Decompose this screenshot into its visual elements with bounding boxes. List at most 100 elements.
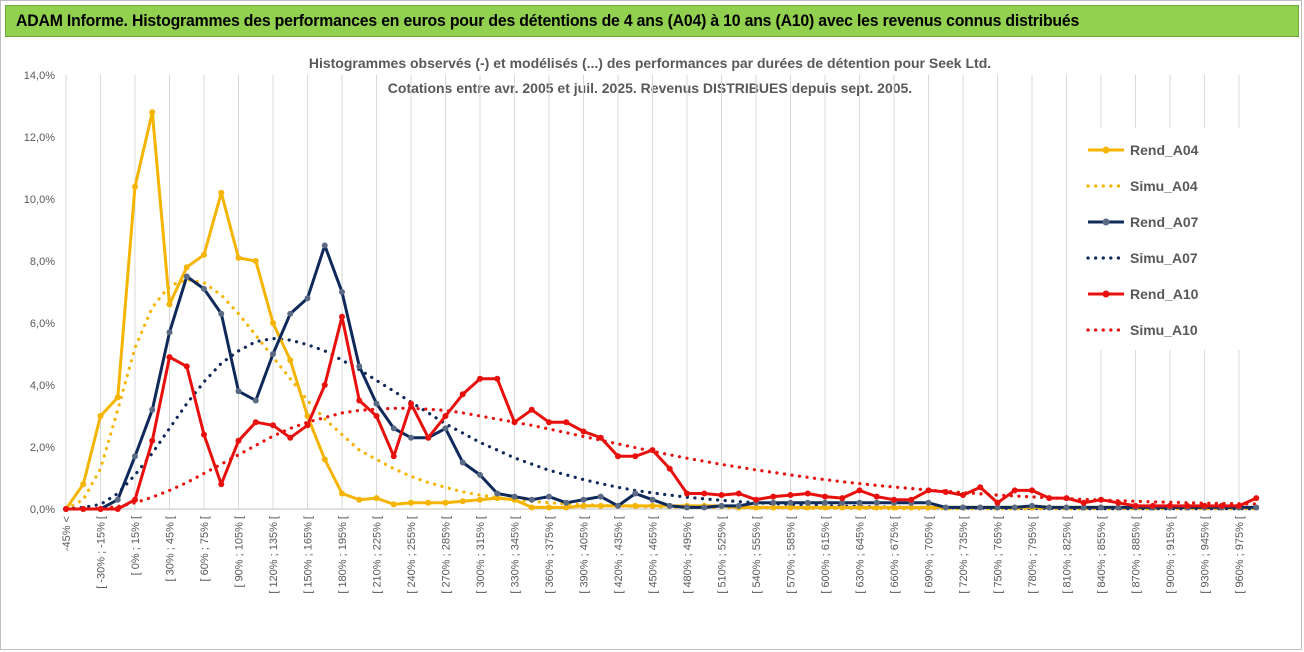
data-point-rend_a04	[494, 495, 501, 502]
x-tick-label: [ 750% ; 765% [	[993, 516, 1005, 594]
data-point-rend_a07	[287, 310, 294, 317]
data-point-rend_a04	[563, 504, 570, 511]
data-point-rend_a07	[597, 493, 604, 500]
data-point-rend_a07	[994, 504, 1001, 511]
data-point-rend_a04	[787, 504, 794, 511]
data-point-rend_a10	[1046, 495, 1053, 502]
data-point-rend_a07	[822, 499, 828, 506]
data-point-rend_a07	[477, 471, 483, 478]
data-point-rend_a07	[1011, 504, 1018, 511]
data-point-rend_a10	[942, 488, 949, 495]
x-tick-label: [ 330% ; 345% [	[510, 516, 522, 594]
x-tick-label: [ 180% ; 195% [	[337, 516, 349, 594]
data-point-rend_a10	[270, 422, 276, 429]
x-tick-label: [ 450% ; 465% [	[648, 516, 660, 594]
data-point-rend_a04	[528, 504, 535, 511]
data-point-rend_a07	[494, 490, 501, 497]
data-point-rend_a07	[390, 425, 397, 432]
data-point-rend_a10	[1149, 502, 1156, 509]
data-point-rend_a10	[321, 382, 328, 388]
y-tick-label: 2,0%	[30, 442, 55, 454]
data-point-rend_a10	[994, 499, 1001, 506]
data-point-rend_a10	[1184, 502, 1191, 509]
data-point-rend_a07	[718, 502, 725, 509]
data-point-rend_a07	[563, 499, 570, 506]
data-point-rend_a04	[390, 501, 397, 508]
report-banner: ADAM Informe. Histogrammes des performan…	[5, 5, 1299, 37]
x-tick-label: [ 90% ; 105% [	[234, 516, 246, 588]
data-point-rend_a10	[511, 419, 518, 426]
data-point-rend_a04	[339, 490, 345, 497]
legend-label-rend_a10: Rend_A10	[1130, 286, 1199, 302]
data-point-rend_a07	[166, 329, 173, 336]
data-point-rend_a04	[873, 504, 880, 511]
data-point-rend_a10	[1080, 499, 1087, 506]
data-point-rend_a07	[873, 499, 880, 506]
data-point-rend_a04	[856, 504, 863, 511]
data-point-rend_a10	[63, 506, 69, 512]
y-tick-label: 4,0%	[30, 380, 55, 392]
data-point-rend_a07	[339, 289, 345, 295]
data-point-rend_a10	[114, 506, 121, 512]
data-point-rend_a10	[408, 400, 414, 407]
series-line-rend_a07	[66, 244, 1257, 511]
x-tick-label: -45% <	[61, 516, 73, 551]
data-point-rend_a04	[183, 264, 190, 271]
data-point-rend_a10	[908, 496, 915, 503]
data-point-rend_a10	[753, 496, 759, 503]
data-point-rend_a07	[615, 502, 621, 509]
data-point-rend_a10	[1115, 499, 1122, 506]
data-point-rend_a07	[408, 434, 414, 441]
data-point-rend_a10	[132, 496, 138, 503]
y-tick-label: 8,0%	[30, 256, 55, 268]
data-point-rend_a10	[960, 492, 966, 499]
data-point-rend_a07	[701, 504, 708, 511]
data-point-rend_a10	[580, 428, 587, 435]
data-point-rend_a07	[770, 499, 777, 506]
data-point-rend_a07	[1253, 504, 1260, 511]
data-point-rend_a07	[321, 242, 328, 249]
y-axis: 0,0% 2,0% 4,0% 6,0% 8,0% 10,0% 12,0% 14,0%	[24, 70, 55, 516]
x-tick-label: [ 210% ; 225% [	[372, 516, 384, 594]
data-point-rend_a10	[701, 490, 708, 497]
x-tick-label: [ 630% ; 645% [	[855, 516, 867, 594]
data-point-rend_a07	[442, 425, 449, 432]
data-point-rend_a10	[925, 487, 932, 494]
legend-label-rend_a04: Rend_A04	[1130, 142, 1199, 158]
legend-marker-rend_a10	[1102, 290, 1110, 298]
data-point-rend_a10	[1029, 487, 1035, 494]
data-point-rend_a10	[856, 487, 863, 494]
data-point-rend_a04	[132, 183, 138, 190]
data-point-rend_a10	[546, 419, 552, 426]
x-tick-label: [ 390% ; 405% [	[579, 516, 591, 594]
data-point-rend_a04	[80, 481, 87, 488]
data-point-rend_a04	[649, 502, 656, 509]
data-point-rend_a04	[597, 502, 604, 509]
data-point-rend_a07	[1046, 504, 1053, 511]
data-point-rend_a10	[1218, 502, 1225, 509]
data-point-rend_a04	[804, 504, 811, 511]
data-point-rend_a04	[925, 504, 932, 511]
data-point-rend_a04	[459, 498, 466, 505]
data-point-rend_a04	[270, 320, 276, 326]
x-tick-label: [ 240% ; 255% [	[406, 516, 418, 594]
series-line-rend_a10	[66, 315, 1257, 511]
x-tick-label: [ 510% ; 525% [	[717, 516, 729, 594]
data-point-rend_a10	[80, 506, 87, 512]
data-point-rend_a04	[252, 258, 259, 264]
legend-background	[1075, 128, 1245, 350]
data-point-rend_a10	[1201, 502, 1208, 509]
x-tick-label: [ 150% ; 165% [	[303, 516, 315, 594]
data-point-rend_a04	[477, 496, 483, 503]
legend-label-simu_a07: Simu_A07	[1130, 250, 1198, 266]
data-point-rend_a10	[649, 447, 656, 454]
data-point-rend_a07	[132, 453, 138, 460]
x-tick-label: [ 270% ; 285% [	[441, 516, 453, 594]
x-tick-label: [ 870% ; 885% [	[1131, 516, 1143, 594]
data-point-rend_a07	[804, 499, 811, 506]
data-point-rend_a10	[597, 434, 604, 441]
data-point-rend_a10	[149, 437, 156, 444]
data-point-rend_a04	[753, 504, 759, 511]
x-tick-label: [ -30% ; -15% [	[96, 516, 108, 589]
data-point-rend_a04	[201, 251, 207, 258]
